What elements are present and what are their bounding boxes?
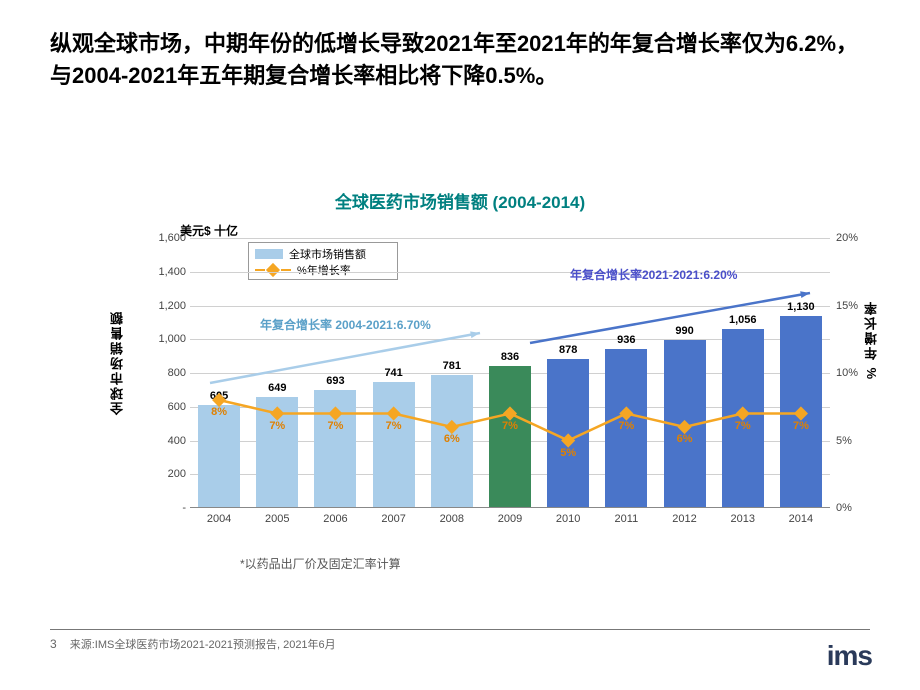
chart-unit-label: 美元$ 十亿 xyxy=(180,222,238,239)
x-tick-label: 2011 xyxy=(598,513,654,525)
x-tick-label: 2004 xyxy=(191,513,247,525)
source-text: 来源:IMS全球医药市场2021-2021预测报告, 2021年6月 xyxy=(70,639,336,651)
x-tick-label: 2005 xyxy=(249,513,305,525)
cagr2-label: 年复合增长率2021-2021:6.20% xyxy=(570,266,737,283)
x-tick-label: 2014 xyxy=(773,513,829,525)
x-tick-label: 2012 xyxy=(657,513,713,525)
y1-axis-label: 全球市场销售额 xyxy=(108,310,127,415)
ims-logo: ims xyxy=(827,640,872,672)
x-tick-label: 2013 xyxy=(715,513,771,525)
chart-title: 全球医药市场销售额 (2004-2014) xyxy=(0,188,920,213)
source-row: 3 来源:IMS全球医药市场2021-2021预测报告, 2021年6月 xyxy=(50,629,870,652)
chart-footnote: *以药品出厂价及固定汇率计算 xyxy=(240,555,401,572)
x-tick-label: 2008 xyxy=(424,513,480,525)
x-tick-label: 2009 xyxy=(482,513,538,525)
x-tick-label: 2006 xyxy=(307,513,363,525)
page-number: 3 xyxy=(50,637,57,651)
chart-area: 全球市场销售额 %年增长率 -2004006008001,0001,2001,4… xyxy=(140,238,860,538)
plot-region: 全球市场销售额 %年增长率 -2004006008001,0001,2001,4… xyxy=(190,238,830,508)
x-tick-label: 2010 xyxy=(540,513,596,525)
slide-title: 纵观全球市场，中期年份的低增长导致2021年至2021年的年复合增长率仅为6.2… xyxy=(50,28,870,92)
slide: 纵观全球市场，中期年份的低增长导致2021年至2021年的年复合增长率仅为6.2… xyxy=(0,0,920,690)
x-tick-label: 2007 xyxy=(366,513,422,525)
cagr1-label: 年复合增长率 2004-2021:6.70% xyxy=(260,316,431,333)
